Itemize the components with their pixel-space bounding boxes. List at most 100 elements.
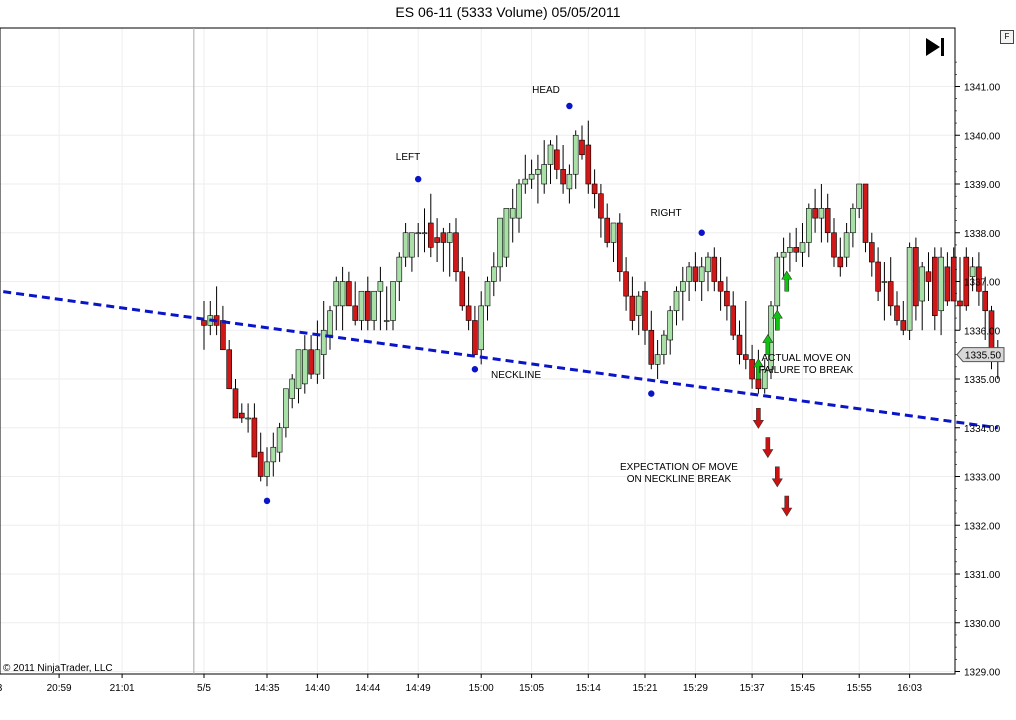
candle	[976, 252, 982, 306]
candle	[213, 286, 220, 336]
candle	[944, 252, 951, 306]
candle	[610, 222, 617, 262]
candle-body	[320, 329, 327, 355]
candle-body	[724, 290, 730, 307]
candle	[383, 286, 390, 331]
candle-body	[887, 281, 894, 307]
candle-body	[629, 295, 636, 321]
candle-body	[333, 281, 340, 307]
candle-body	[831, 232, 837, 258]
candle	[553, 135, 560, 180]
candle	[673, 286, 680, 326]
neckline[interactable]	[0, 286, 999, 430]
candle-body	[509, 208, 516, 219]
candle	[730, 291, 737, 340]
candle	[812, 188, 818, 233]
candle-body	[220, 320, 226, 351]
y-tick-label: 1329.00	[964, 668, 1001, 679]
candle-body	[201, 320, 207, 326]
candle-body	[850, 208, 856, 234]
pattern-markers	[263, 102, 705, 505]
candle	[251, 403, 258, 458]
candle-body	[837, 256, 844, 268]
candle	[226, 340, 232, 390]
candle-body	[913, 247, 919, 307]
candle-body	[308, 349, 314, 375]
up-arrow-shape	[752, 358, 764, 380]
candle-body	[623, 271, 629, 297]
candle-body	[667, 310, 674, 341]
candle	[698, 257, 705, 301]
x-tick-label: 14:44	[355, 683, 380, 694]
candle-body	[787, 247, 793, 253]
candle	[843, 223, 850, 267]
x-tick-label: 14:35	[254, 683, 279, 694]
candles	[201, 120, 1001, 487]
candle-body	[232, 388, 239, 419]
down-arrow-icon	[771, 466, 783, 488]
pattern-marker-dot	[698, 229, 705, 236]
candle-body	[856, 183, 863, 209]
candle	[490, 252, 497, 297]
f-button[interactable]: F	[1000, 30, 1014, 44]
candle	[459, 257, 466, 311]
candle-body	[736, 334, 743, 355]
candle-body	[698, 266, 705, 282]
candle-body	[459, 271, 466, 307]
candle	[528, 159, 535, 189]
down-arrow-icon	[781, 495, 793, 517]
y-tick-label: 1330.00	[964, 619, 1001, 630]
candle-body	[692, 266, 699, 282]
candle-body	[346, 281, 352, 307]
candle-body	[604, 217, 611, 243]
candle	[333, 276, 340, 331]
candle	[270, 432, 277, 477]
candle-body	[377, 281, 384, 292]
candle-body	[352, 305, 359, 321]
candle-body	[446, 232, 453, 243]
go-to-end-icon[interactable]	[926, 38, 944, 56]
candle-body	[610, 222, 617, 243]
candle-body	[579, 139, 585, 156]
candle	[925, 252, 932, 301]
y-tick-label: 1338.00	[964, 229, 1001, 240]
candle-body	[327, 310, 333, 336]
candle	[579, 125, 585, 160]
x-tick-label: 16:03	[897, 683, 922, 694]
candle-body	[553, 149, 560, 170]
candle-body	[276, 427, 283, 453]
x-tick-label: 15:00	[469, 683, 494, 694]
candle-body	[472, 320, 478, 355]
candle-body	[358, 290, 365, 321]
candle	[446, 223, 453, 277]
annotation-left: LEFT	[396, 152, 420, 163]
candle-body	[950, 256, 957, 302]
candle-body	[805, 208, 812, 243]
candle-body	[761, 368, 768, 390]
candle-body	[528, 173, 535, 180]
candle	[484, 276, 491, 321]
candle-body	[301, 349, 308, 385]
candle	[232, 379, 239, 419]
candle	[264, 447, 270, 487]
pattern-marker-dot	[263, 497, 271, 505]
candle	[906, 242, 913, 340]
candle-body	[711, 256, 718, 282]
candle-body	[427, 222, 434, 248]
candle	[623, 257, 629, 311]
candle	[308, 335, 314, 379]
candle-body	[371, 290, 377, 321]
candle	[686, 262, 692, 301]
candle	[201, 301, 207, 350]
candle-body	[535, 169, 541, 175]
candle	[913, 237, 919, 321]
candle-body	[239, 412, 245, 419]
candle-body	[616, 222, 623, 273]
candle	[850, 203, 856, 248]
x-tick-label: 15:21	[632, 683, 657, 694]
candle-body	[490, 266, 497, 282]
candle-body	[270, 446, 277, 463]
candle-body	[944, 266, 951, 302]
y-tick-label: 1337.00	[964, 278, 1001, 289]
